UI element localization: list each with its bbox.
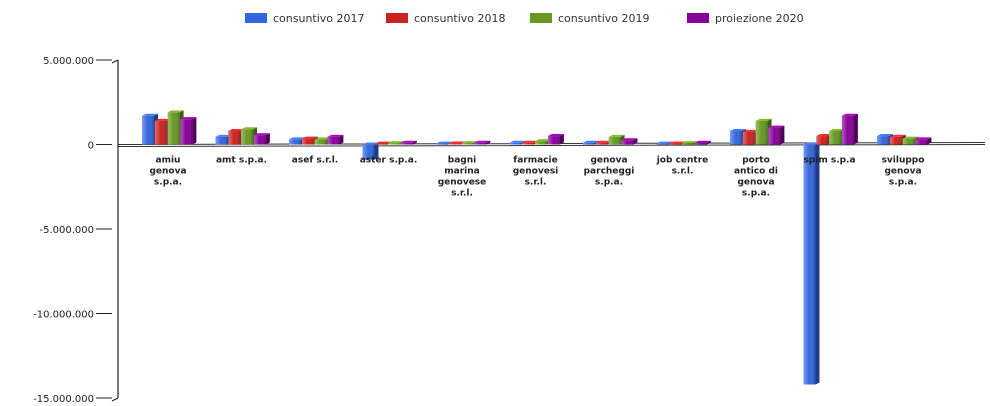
- legend-swatch: [245, 13, 267, 23]
- y-axis-line: [111, 59, 119, 402]
- y-axis: 5.000.000 0 -5.000.000 -10.000.000 -15.000.0…: [33, 56, 986, 405]
- legend-label: consuntivo 2019: [558, 12, 650, 25]
- category-label: asef s.r.l.: [292, 156, 338, 166]
- category-label: genova parcheggi s.p.a.: [584, 156, 635, 188]
- bar: [142, 113, 158, 145]
- y-tick-label: 5.000.000: [43, 56, 94, 67]
- y-tick-label: 0: [88, 141, 94, 152]
- bar: [841, 113, 858, 145]
- category-label: spim s.p.a: [803, 156, 855, 166]
- bar: [803, 142, 820, 385]
- legend-label: consuntivo 2018: [414, 12, 506, 25]
- bar: [474, 140, 491, 145]
- category-label: sviluppo genova s.p.a.: [882, 156, 925, 188]
- y-tick-label: -5.000.000: [39, 225, 94, 236]
- bar: [694, 140, 711, 145]
- bars-layer: [142, 110, 932, 385]
- bar: [621, 138, 638, 145]
- bar: [180, 117, 197, 145]
- bar: [253, 133, 270, 145]
- legend-swatch: [386, 13, 408, 23]
- legend-label: consuntivo 2017: [273, 12, 365, 25]
- bar: [362, 142, 379, 160]
- category-labels: amiu genova s.p.a. amt s.p.a. asef s.r.l. ast…: [149, 156, 924, 199]
- category-label: porto antico di genova s.p.a.: [734, 156, 778, 199]
- bar: [400, 140, 417, 145]
- category-label: amt s.p.a.: [216, 156, 267, 166]
- category-label: amiu genova s.p.a.: [149, 156, 186, 188]
- category-label: bagni marina genovese s.r.l.: [438, 156, 487, 199]
- category-label: farmacie genovesi s.r.l.: [513, 156, 559, 188]
- chart-legend: consuntivo 2017 consuntivo 2018 consuntivo…: [245, 12, 804, 25]
- category-label: job centre s.r.l.: [656, 156, 709, 177]
- y-tick-label: -15.000.000: [33, 394, 94, 405]
- bar: [915, 137, 932, 145]
- legend-label: proiezione 2020: [715, 12, 804, 25]
- y-tick-label: -10.000.000: [33, 310, 94, 321]
- legend-swatch: [530, 13, 552, 23]
- bar: [768, 125, 785, 145]
- bar: [327, 134, 344, 145]
- bar: [547, 134, 564, 145]
- legend-swatch: [687, 13, 709, 23]
- category-label: aster s.p.a.: [360, 156, 418, 166]
